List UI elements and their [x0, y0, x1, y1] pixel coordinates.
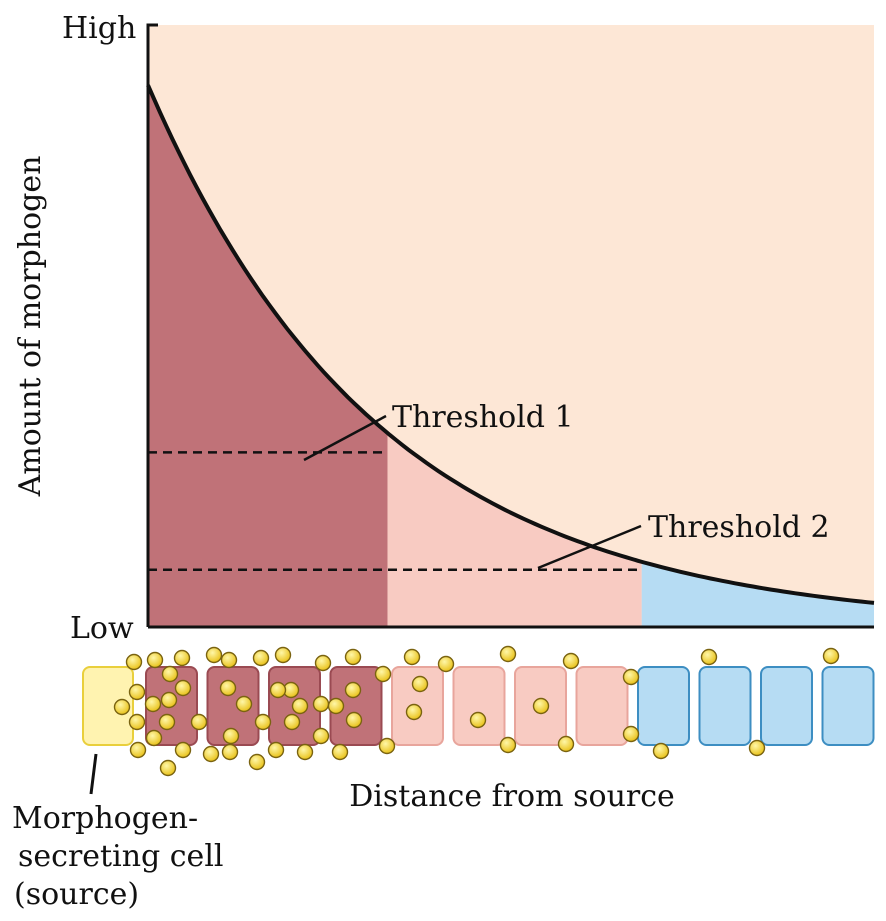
cell-low-12 [821, 666, 875, 746]
y-axis-title: Amount of morphogen [13, 156, 48, 498]
morphogen-molecule [190, 713, 208, 731]
morphogen-molecule [327, 697, 345, 715]
morphogen-molecule [125, 653, 143, 671]
morphogen-molecule [622, 668, 640, 686]
morphogen-molecule [403, 648, 421, 666]
morphogen-molecule [129, 741, 147, 759]
morphogen-molecule [748, 739, 766, 757]
source-label-line-2: secreting cell [18, 839, 224, 874]
morphogen-molecule [274, 646, 292, 664]
morphogen-molecule [248, 753, 266, 771]
morphogen-molecule [378, 737, 396, 755]
morphogen-molecule [146, 651, 164, 669]
morphogen-molecules [113, 645, 840, 777]
morphogen-molecule [128, 713, 146, 731]
morphogen-molecule [254, 713, 272, 731]
morphogen-molecule [221, 743, 239, 761]
morphogen-molecule [312, 727, 330, 745]
morphogen-molecule [344, 681, 362, 699]
morphogen-molecule [331, 743, 349, 761]
morphogen-molecule [314, 654, 332, 672]
morphogen-molecule [219, 679, 237, 697]
morphogen-molecule [499, 736, 517, 754]
morphogen-molecule [562, 652, 580, 670]
morphogen-molecule [252, 649, 270, 667]
morphogen-molecule [345, 711, 363, 729]
y-axis [146, 23, 158, 627]
cell-low-11 [760, 666, 813, 746]
morphogen-molecule [411, 675, 429, 693]
source-label-line-3: (source) [14, 877, 139, 912]
morphogen-molecule [205, 646, 223, 664]
morphogen-molecule [160, 691, 178, 709]
cell-mid-6 [452, 666, 506, 746]
morphogen-molecule [144, 695, 162, 713]
source-cell [82, 666, 134, 746]
y-high-label: High [62, 11, 136, 46]
morphogen-molecule [113, 698, 131, 716]
morphogen-molecule [269, 681, 287, 699]
morphogen-molecule [174, 679, 192, 697]
cell-low-10 [698, 666, 752, 746]
morphogen-molecule [145, 729, 163, 747]
cell-row [82, 666, 875, 746]
cell-mid-8 [575, 666, 629, 746]
morphogen-molecule [283, 713, 301, 731]
morphogen-molecule [128, 683, 146, 701]
morphogen-molecule [532, 697, 550, 715]
morphogen-molecule [822, 647, 840, 665]
y-low-label: Low [70, 611, 134, 646]
morphogen-molecule [405, 703, 423, 721]
morphogen-molecule [499, 645, 517, 663]
morphogen-concentration-curve [146, 84, 875, 605]
morphogen-molecule [267, 741, 285, 759]
morphogen-molecule [220, 651, 238, 669]
high-response-region [148, 85, 388, 627]
morphogen-molecule [312, 695, 330, 713]
morphogen-molecule [700, 648, 718, 666]
morphogen-molecule [173, 649, 191, 667]
threshold-2-label: Threshold 2 [648, 510, 830, 545]
morphogen-molecule [437, 655, 455, 673]
morphogen-molecule [344, 648, 362, 666]
morphogen-molecule [235, 695, 253, 713]
morphogen-molecule [158, 713, 176, 731]
morphogen-molecule [557, 735, 575, 753]
morphogen-molecule [174, 741, 192, 759]
cell-low-9 [637, 666, 690, 746]
source-pointer [89, 753, 98, 795]
morphogen-molecule [469, 711, 487, 729]
morphogen-molecule [159, 759, 177, 777]
source-label-line-1: Morphogen- [12, 801, 198, 836]
morphogen-molecule [222, 727, 240, 745]
x-axis-title: Distance from source [349, 779, 675, 814]
morphogen-molecule [202, 745, 220, 763]
morphogen-molecule [296, 743, 314, 761]
threshold-2-leader [537, 524, 642, 570]
morphogen-molecule [374, 665, 392, 683]
morphogen-molecule [652, 742, 670, 760]
morphogen-molecule [622, 725, 640, 743]
morphogen-molecule [161, 665, 179, 683]
threshold-1-label: Threshold 1 [392, 400, 574, 435]
morphogen-molecule [291, 697, 309, 715]
threshold-1-leader [303, 414, 387, 462]
